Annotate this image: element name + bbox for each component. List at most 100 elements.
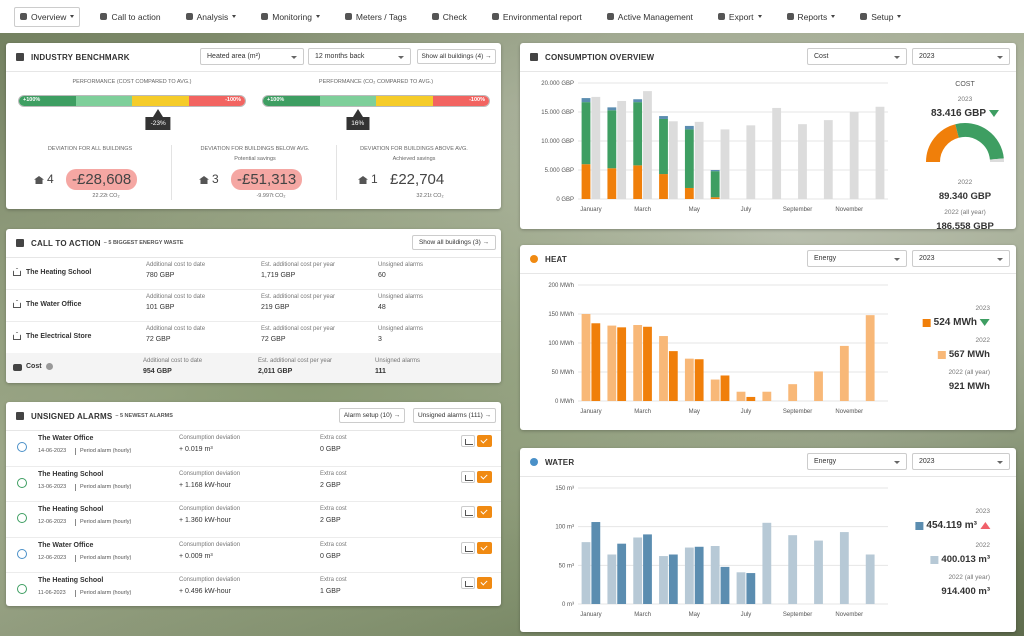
column-label: Consumption deviation (179, 541, 241, 548)
chart-button[interactable] (461, 506, 475, 518)
sign-button[interactable] (477, 470, 492, 483)
nav-item[interactable]: Overview (14, 6, 81, 27)
chart-button[interactable] (461, 435, 475, 447)
nav-item[interactable]: Call to action (95, 8, 165, 26)
bar (736, 572, 746, 604)
column-value: 60 (378, 272, 386, 279)
chart-button[interactable] (461, 577, 475, 589)
gauge-tick-label: +100% (23, 97, 41, 103)
column-label: Extra cost (320, 541, 347, 548)
sign-button[interactable] (477, 541, 492, 554)
gauge-value-label: -23% (145, 117, 171, 130)
bar (581, 98, 591, 103)
bar (710, 379, 720, 401)
sign-button[interactable] (477, 577, 492, 589)
panel-title: INDUSTRY BENCHMARK (31, 52, 130, 62)
nav-label: Check (442, 11, 467, 22)
button[interactable]: Alarm setup (10) → (339, 408, 405, 423)
alarm-cost: 2 GBP (320, 517, 341, 524)
dropdown[interactable]: Heated area (m²) (200, 48, 304, 65)
chart-button[interactable] (461, 541, 475, 554)
nav-item[interactable]: Setup (855, 8, 906, 26)
bar (788, 384, 798, 401)
caret (997, 56, 1003, 59)
x-tick-label: March (634, 409, 651, 415)
panel-title: CALL TO ACTION (31, 238, 101, 248)
button[interactable]: Unsigned alarms (111) → (413, 408, 496, 423)
deviation-co2: 22.22t CO₂ (92, 193, 120, 199)
summary-label: 2022 (975, 337, 990, 344)
alarm-icon (17, 548, 27, 559)
button[interactable]: Show all buildings (3) → (412, 235, 496, 250)
bar (607, 554, 617, 604)
bar (581, 314, 591, 401)
alarm-building: The Heating School (38, 577, 104, 584)
bar (581, 542, 591, 604)
gauge-segment (132, 96, 189, 106)
nav-item[interactable]: Monitoring (256, 8, 325, 26)
y-tick-label: 50 m³ (559, 563, 574, 569)
dropdown[interactable]: Cost (807, 48, 907, 65)
dropdown[interactable]: Energy (807, 250, 907, 267)
sign-button[interactable] (477, 506, 492, 518)
summary-label: 2023 (975, 305, 990, 312)
panel-header: WATER (520, 448, 1016, 477)
dropdown[interactable]: 2023 (912, 453, 1010, 470)
x-tick-label: March (634, 207, 651, 213)
column-label: Est. additional cost per year (258, 358, 333, 364)
caret (997, 461, 1003, 464)
nav-item[interactable]: Check (427, 8, 472, 26)
gauge-marker (153, 109, 164, 117)
alarm-deviation: + 0.019 m³ (179, 446, 213, 453)
dropdown[interactable]: 12 months back (308, 48, 411, 65)
sign-button[interactable] (477, 435, 492, 447)
nav-item[interactable]: Active Management (602, 8, 698, 26)
legend-swatch (937, 350, 946, 359)
bar (746, 125, 756, 199)
summary-value-row: 83.416 GBP (931, 108, 1000, 119)
check-mark (480, 507, 488, 515)
row-divider (6, 321, 501, 322)
trend-arrow (989, 110, 1000, 117)
column-label: Est. additional cost per year (261, 326, 336, 332)
x-tick-label: March (634, 612, 651, 618)
nav-label: Analysis (196, 11, 229, 22)
nav-item[interactable]: Reports (782, 8, 841, 26)
nav-item[interactable]: Environmental report (487, 8, 587, 26)
deviation-co2: -9.997t CO₂ (256, 193, 286, 199)
bar (607, 110, 617, 169)
header-icon (16, 239, 24, 247)
bar (736, 391, 746, 401)
dropdown[interactable]: 2023 (912, 48, 1010, 65)
check-mark (480, 436, 488, 444)
bar (617, 100, 627, 199)
bar (607, 325, 617, 401)
bar (643, 91, 652, 199)
bar (849, 112, 859, 199)
nav-item[interactable]: Analysis (181, 8, 242, 26)
nav-icon (185, 13, 193, 20)
y-tick-label: 20.000 GBP (541, 81, 574, 87)
building-count: 4 (47, 172, 54, 186)
nav-item[interactable]: Meters / Tags (340, 8, 412, 26)
trend-arrow (980, 319, 990, 326)
nav-item[interactable]: Export (713, 8, 767, 26)
row-divider (6, 501, 501, 502)
chart-button[interactable] (461, 470, 475, 483)
dropdown[interactable]: Energy (807, 453, 907, 470)
x-tick-label: July (741, 409, 752, 415)
call-to-action: CALL TO ACTION – 5 BIGGEST ENERGY WASTE Sh… (6, 229, 501, 383)
bar (633, 325, 643, 401)
trend-arrow (980, 522, 990, 529)
bar (684, 125, 694, 130)
dropdown[interactable]: 2023 (912, 250, 1010, 267)
bar (746, 573, 756, 604)
summary-value-row: 89.340 GBP (939, 191, 991, 202)
button[interactable]: Show all buildings (4) → (417, 49, 496, 64)
deviation-amount: -£28,608 (66, 169, 138, 190)
x-tick-label: January (580, 207, 601, 213)
bar (659, 336, 668, 401)
gauge-arc (926, 124, 960, 163)
alarm-type: Period alarm (hourly) (80, 590, 132, 596)
dropdown-label: Energy (814, 458, 837, 465)
